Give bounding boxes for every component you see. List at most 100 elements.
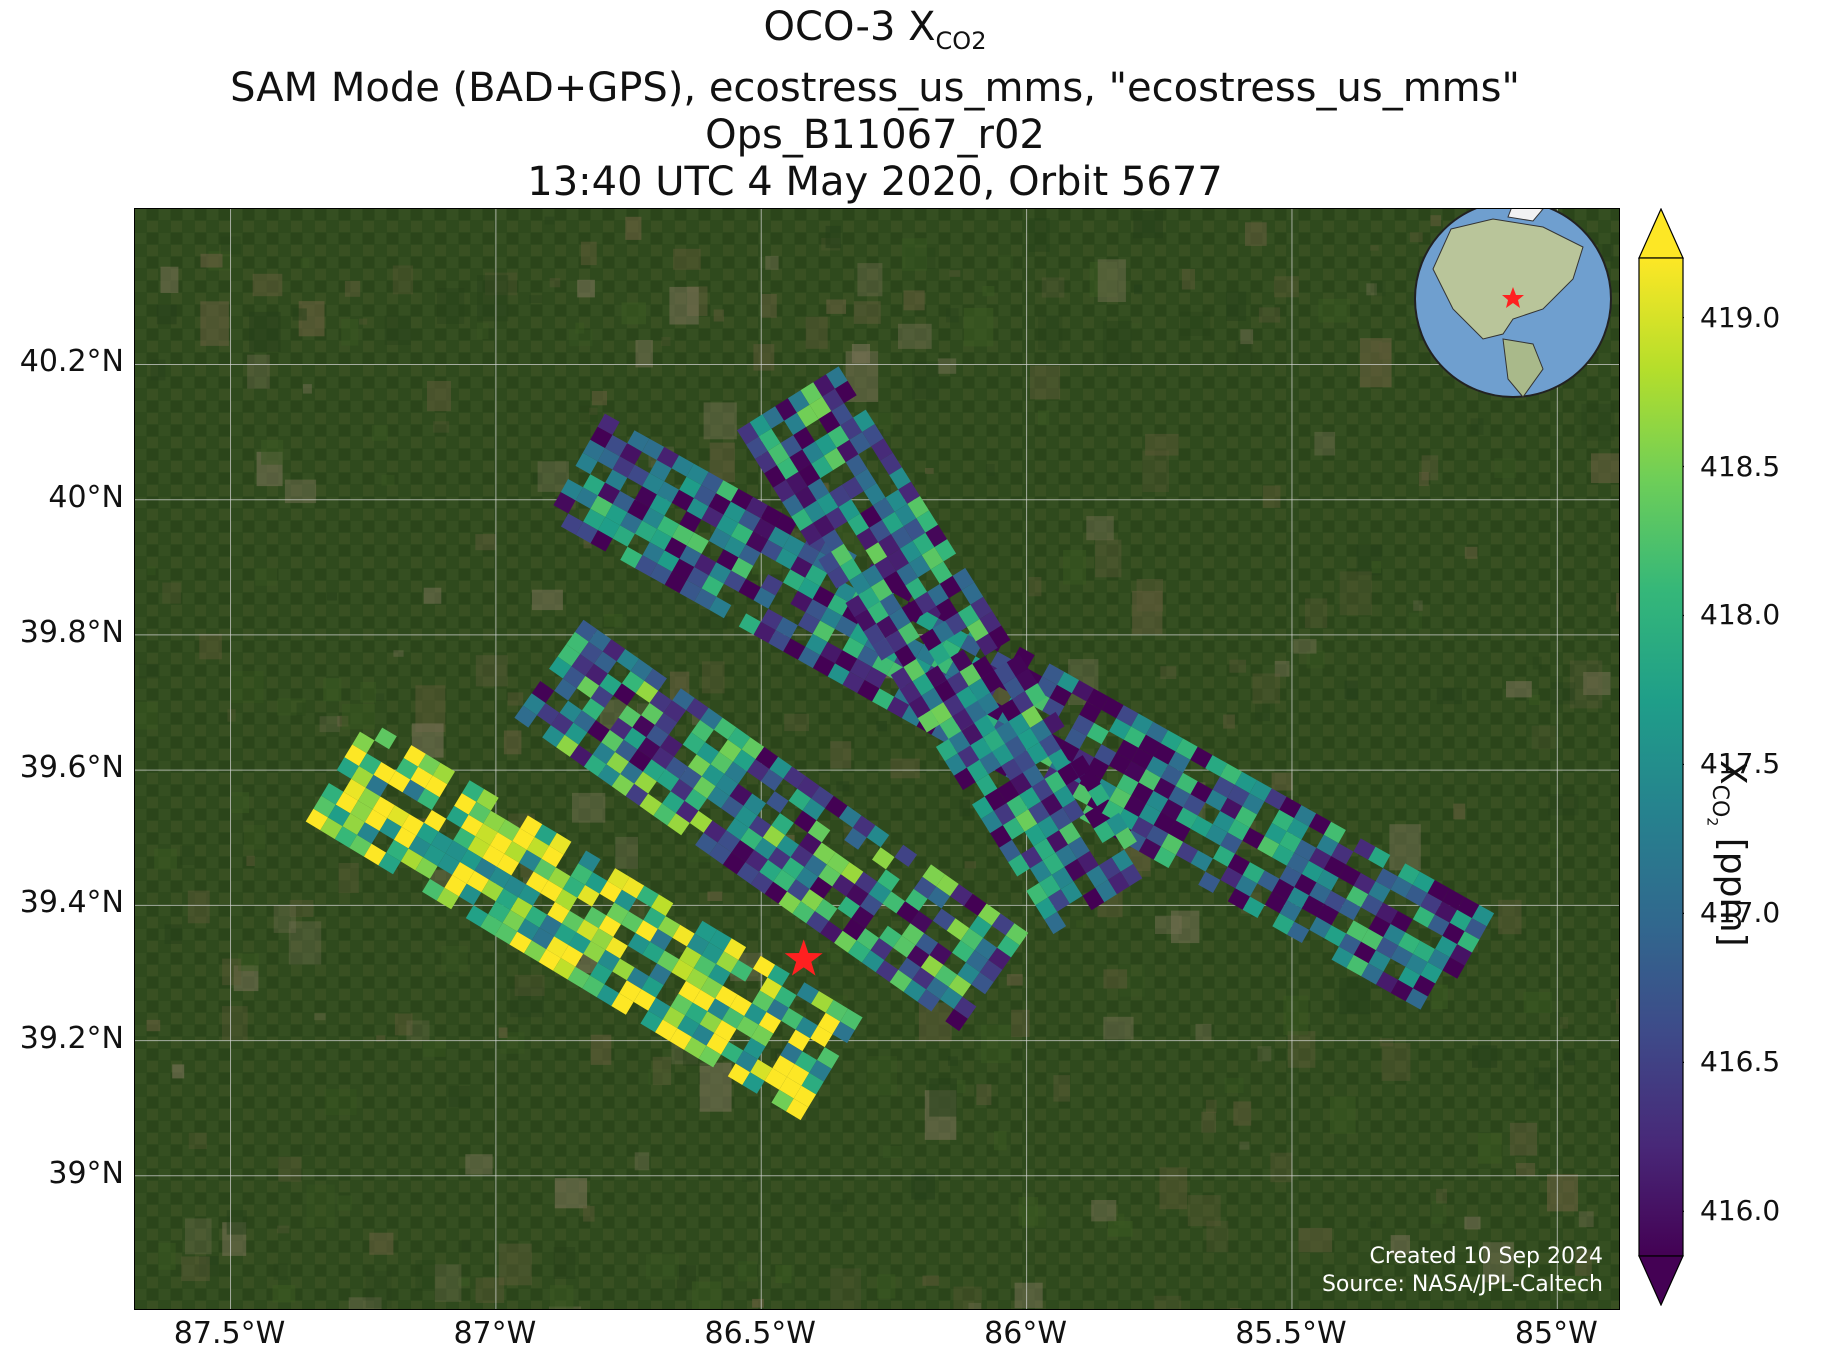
xco2-sounding: [966, 759, 989, 783]
xco2-sounding: [452, 862, 475, 884]
xco2-sounding: [1198, 871, 1221, 893]
xco2-sounding: [912, 532, 935, 556]
xco2-sounding: [872, 653, 895, 676]
xco2-sounding: [570, 744, 593, 767]
xco2-sounding: [1161, 833, 1184, 855]
xco2-sounding: [1212, 776, 1235, 798]
xco2-sounding: [359, 753, 382, 775]
xco2-sounding: [793, 810, 817, 833]
xco2-sounding: [1324, 925, 1347, 947]
xco2-sounding: [386, 839, 409, 862]
satellite-basemap: [135, 209, 1619, 1309]
xco2-sounding: [524, 940, 547, 962]
xco2-sounding: [749, 414, 772, 437]
target-star: [784, 939, 823, 976]
xco2-sounding: [1376, 971, 1399, 993]
xco2-sounding: [800, 382, 823, 405]
xco2-sounding: [602, 639, 626, 662]
xco2-sounding: [358, 787, 381, 810]
xco2-sounding: [745, 496, 768, 519]
xco2-sounding: [787, 879, 810, 902]
colorbar-tick-label: 417.0: [1700, 896, 1781, 930]
xco2-sounding: [580, 641, 603, 664]
xco2-sounding: [490, 832, 513, 854]
xco2-sounding: [573, 710, 596, 733]
xco2-sounding: [1086, 865, 1108, 888]
xco2-sounding: [1109, 787, 1132, 809]
xco2-sounding: [660, 734, 683, 757]
xco2-sounding: [766, 791, 789, 814]
xco2-sounding: [723, 938, 747, 960]
xco2-sounding: [694, 920, 717, 943]
colorbar-tick-label: 418.0: [1700, 598, 1781, 632]
xco2-sounding: [698, 1045, 721, 1068]
xco2-sounding: [1464, 918, 1487, 940]
xco2-sounding: [1205, 789, 1228, 811]
xco2-sounding: [1375, 902, 1398, 924]
xco2-sounding: [826, 852, 850, 875]
xco2-sounding: [597, 764, 621, 787]
xco2-sounding: [905, 888, 928, 911]
xco2-sounding: [960, 928, 984, 951]
xco2-sounding: [1153, 812, 1176, 834]
xco2-sounding: [567, 966, 590, 989]
xco2-sounding: [1220, 797, 1243, 820]
xco2-sounding: [1109, 752, 1132, 775]
xco2-sounding: [1323, 821, 1346, 844]
xco2-sounding: [831, 543, 853, 567]
colorbar: [1638, 208, 1684, 1306]
xco2-sounding: [687, 754, 711, 777]
xco2-sounding: [648, 997, 671, 1020]
xco2-sounding: [1390, 979, 1413, 1002]
xco2-sounding: [939, 716, 962, 739]
xco2-sounding: [1294, 874, 1317, 896]
xco2-sounding: [921, 547, 944, 570]
xco2-sounding: [483, 810, 506, 833]
xco2-sounding: [585, 872, 608, 894]
xco2-sounding: [926, 977, 949, 1000]
xco2-sounding: [1123, 795, 1147, 817]
xco2-sounding: [874, 556, 897, 579]
xco2-sounding: [1390, 910, 1413, 933]
xco2-sounding: [1042, 852, 1065, 875]
colorbar-tick-label: 416.0: [1700, 1194, 1781, 1228]
xco2-sounding: [533, 858, 556, 881]
xco2-sounding: [1279, 831, 1302, 853]
xco2-sounding: [723, 501, 746, 523]
xco2-sounding: [999, 699, 1022, 722]
xco2-sounding: [899, 540, 922, 564]
xco2-sounding: [868, 881, 892, 904]
xco2-sounding: [672, 924, 695, 947]
xco2-sounding: [649, 460, 672, 482]
xco2-sounding: [373, 762, 396, 784]
xco2-sounding: [682, 732, 706, 755]
xco2-sounding: [1012, 691, 1034, 714]
xco2-sounding: [320, 817, 343, 840]
xco2-sounding: [564, 722, 588, 745]
colorbar-title: XCO2 [ppm]: [1703, 760, 1753, 947]
xco2-sounding: [864, 667, 887, 689]
map-panel[interactable]: Created 10 Sep 2024 Source: NASA/JPL-Cal…: [134, 208, 1620, 1310]
xco2-sounding: [972, 655, 994, 679]
xco2-sounding: [731, 557, 754, 579]
xco2-sounding: [872, 497, 895, 520]
xco2-sounding: [903, 518, 926, 541]
xco2-sounding: [1168, 751, 1191, 773]
xco2-sounding: [930, 702, 953, 725]
xco2-sounding: [1175, 807, 1198, 829]
xco2-sounding: [999, 839, 1021, 863]
xco2-sounding: [925, 524, 948, 548]
xco2-sounding: [584, 906, 607, 929]
xco2-sounding: [1316, 834, 1339, 857]
xco2-sounding: [796, 982, 819, 1004]
xco2-sounding: [410, 766, 433, 789]
xco2-sounding: [1064, 859, 1087, 882]
xco2-sounding: [649, 963, 672, 985]
xco2-sounding: [706, 1033, 729, 1055]
xco2-sounding: [497, 819, 520, 842]
xco2-sounding: [592, 742, 616, 765]
xco2-sounding: [468, 801, 491, 824]
xco2-sounding: [905, 577, 928, 600]
xco2-sounding: [727, 727, 751, 750]
xco2-sounding: [849, 658, 872, 680]
